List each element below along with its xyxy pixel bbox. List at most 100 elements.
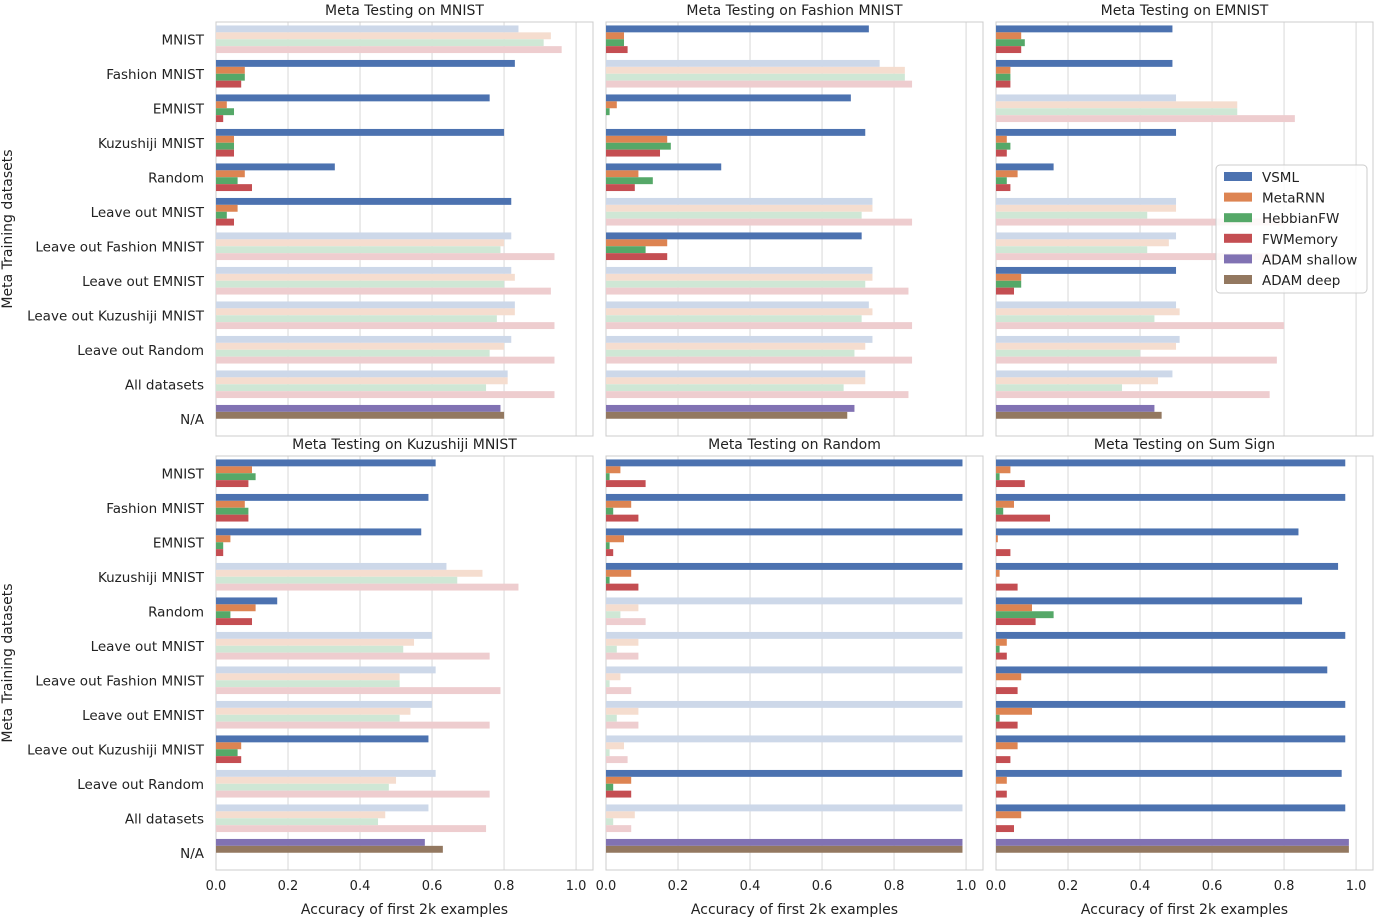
bar-fwmemory	[996, 287, 1015, 295]
bar-vsml	[606, 769, 963, 777]
bar-hebbianfw	[606, 73, 905, 81]
bar-hebbianfw	[216, 507, 249, 515]
bar-metarnn	[216, 604, 256, 612]
bar-fwmemory	[996, 618, 1036, 626]
bar-vsml	[996, 562, 1339, 570]
bar-fwmemory	[996, 253, 1281, 261]
bar-fwmemory	[606, 322, 913, 330]
bar-vsml	[606, 562, 963, 570]
bar-hebbianfw	[996, 211, 1148, 219]
bar-metarnn	[216, 239, 505, 247]
bar-fwmemory	[996, 80, 1011, 88]
bar-fwmemory	[216, 115, 224, 123]
plot-frame	[995, 455, 1374, 871]
bar-vsml	[996, 25, 1173, 33]
bar-metarnn	[216, 569, 483, 577]
bar-hebbianfw	[216, 680, 400, 688]
bar-metarnn	[996, 500, 1015, 508]
bar-hebbianfw	[606, 542, 610, 550]
bar-fwmemory	[216, 756, 242, 764]
bar-hebbianfw	[216, 73, 245, 81]
x-tick-label: 1.0	[956, 879, 977, 894]
panel-3: 0.0 0.2 0.4 0.6 0.8 1.0 Meta Testing on Kuzush…	[0, 437, 594, 918]
bar-vsml	[996, 266, 1177, 274]
bar-vsml	[606, 493, 963, 501]
bar-vsml	[216, 804, 429, 812]
bar-vsml	[606, 631, 963, 639]
y-tick-label: Leave out EMNIST	[82, 708, 205, 724]
bar-vsml	[216, 197, 512, 205]
panel-title: Meta Testing on EMNIST	[1101, 3, 1269, 19]
bar-vsml	[216, 335, 512, 343]
bar-vsml	[606, 700, 963, 708]
bar-hebbianfw	[996, 73, 1011, 81]
y-tick-label: Leave out Kuzushiji MNIST	[27, 308, 205, 324]
bar-vsml	[606, 735, 963, 743]
bar-hebbianfw	[606, 783, 614, 791]
bar-metarnn	[606, 673, 621, 681]
bar-metarnn	[606, 377, 866, 385]
bar-metarnn	[606, 811, 635, 819]
x-tick-label: 0.4	[1130, 879, 1151, 894]
plot-frame	[215, 455, 594, 871]
x-tick-label: 0.4	[350, 879, 371, 894]
bar-metarnn	[216, 811, 386, 819]
bar-vsml	[606, 528, 963, 536]
bar-metarnn	[996, 101, 1238, 109]
bar-hebbianfw	[216, 818, 379, 826]
bar-adam-shallow	[996, 404, 1155, 412]
bar-hebbianfw	[216, 315, 497, 323]
bar-vsml	[996, 804, 1346, 812]
x-axis-label: Accuracy of first 2k examples	[691, 902, 898, 918]
bar-vsml	[606, 666, 963, 674]
bar-vsml	[606, 301, 869, 309]
bar-metarnn	[996, 170, 1018, 178]
bar-hebbianfw	[996, 315, 1155, 323]
bar-fwmemory	[996, 549, 1011, 557]
bar-adam-deep	[606, 411, 848, 419]
bar-fwmemory	[606, 687, 632, 695]
bar-metarnn	[606, 204, 873, 212]
y-tick-label: Fashion MNIST	[106, 67, 205, 83]
bar-metarnn	[216, 707, 411, 715]
x-tick-label: 0.0	[986, 879, 1007, 894]
panel-4: 0.0 0.2 0.4 0.6 0.8 1.0 Meta Testing on Random…	[596, 437, 984, 918]
x-tick-label: 1.0	[566, 879, 587, 894]
x-tick-label: 0.6	[422, 879, 443, 894]
x-tick-label: 0.8	[494, 879, 515, 894]
panel-2: Meta Testing on EMNIST	[995, 3, 1374, 437]
x-tick-label: 0.2	[1058, 879, 1079, 894]
y-axis-label: Meta Training datasets	[0, 583, 16, 742]
bar-metarnn	[996, 604, 1033, 612]
bar-hebbianfw	[606, 507, 614, 515]
bar-metarnn	[996, 342, 1177, 350]
bar-hebbianfw	[216, 246, 501, 254]
bar-metarnn	[996, 377, 1159, 385]
bar-hebbianfw	[996, 280, 1022, 288]
bar-metarnn	[216, 32, 551, 40]
bar-hebbianfw	[606, 818, 614, 826]
bar-metarnn	[606, 273, 873, 281]
bar-metarnn	[996, 742, 1018, 750]
y-tick-label: Leave out Random	[77, 777, 204, 793]
bar-hebbianfw	[216, 473, 256, 481]
bar-hebbianfw	[996, 108, 1238, 116]
bar-metarnn	[606, 342, 866, 350]
legend-label: ADAM deep	[1262, 273, 1340, 289]
bar-metarnn	[606, 707, 639, 715]
bar-hebbianfw	[216, 384, 487, 392]
bar-hebbianfw	[216, 783, 389, 791]
bar-vsml	[216, 59, 515, 67]
bar-fwmemory	[996, 825, 1015, 833]
y-tick-label: Leave out Random	[77, 343, 204, 359]
bar-hebbianfw	[606, 211, 862, 219]
y-tick-label: Kuzushiji MNIST	[98, 570, 205, 586]
bar-fwmemory	[606, 46, 628, 54]
bar-vsml	[996, 700, 1346, 708]
bar-fwmemory	[606, 184, 635, 192]
bar-hebbianfw	[606, 611, 621, 619]
bar-metarnn	[996, 673, 1022, 681]
bar-metarnn	[216, 342, 505, 350]
bar-hebbianfw	[216, 280, 505, 288]
